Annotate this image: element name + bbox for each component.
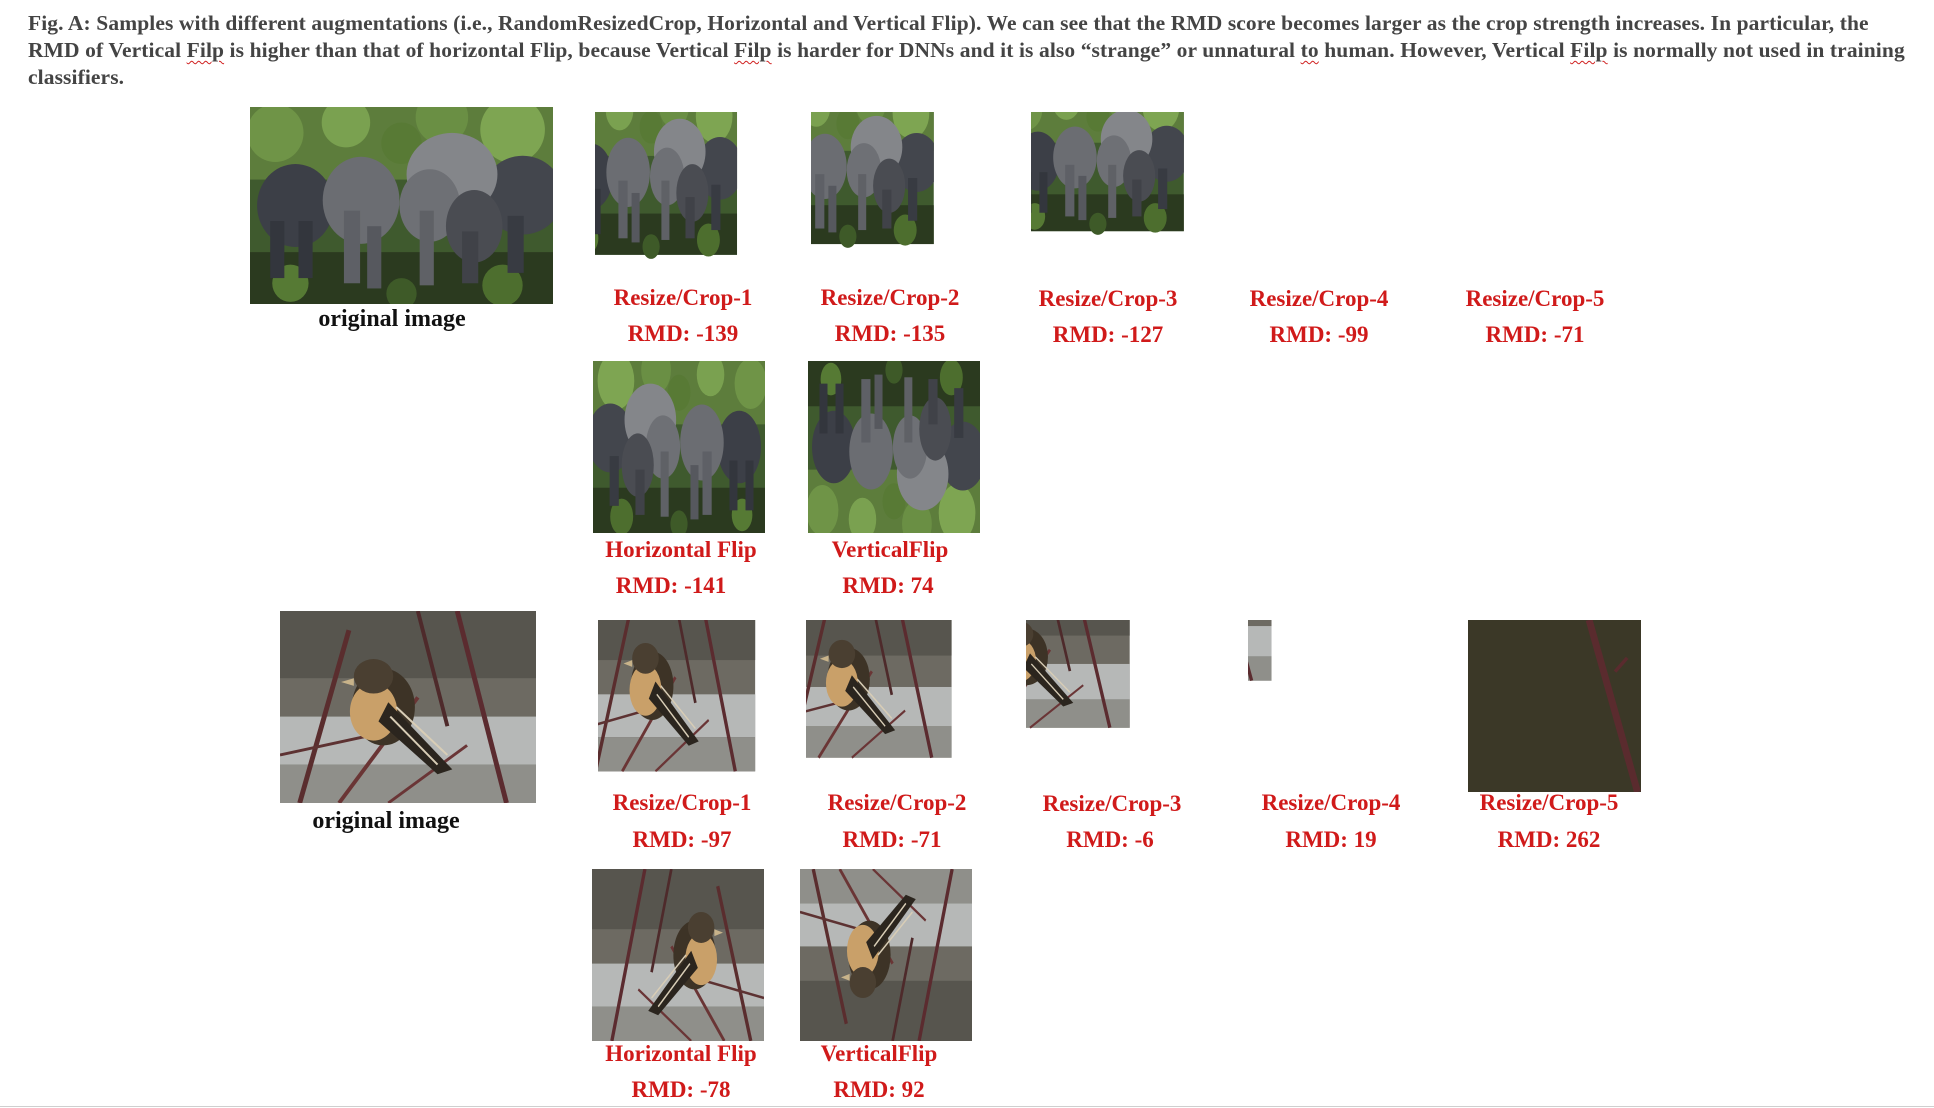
figure-caption: Fig. A: Samples with different augmentat… — [28, 10, 1918, 91]
elephant-crop-3-label: Resize/Crop-3 — [1038, 286, 1178, 311]
bird-crop-3-rmd: RMD: -6 — [1066, 827, 1154, 852]
elephant-original-image — [250, 107, 553, 304]
caption-text-2: is higher than that of horizontal Flip, … — [224, 38, 735, 62]
bird-crop-1-rmd: RMD: -97 — [632, 827, 732, 852]
bird-crop-4-rmd: RMD: 19 — [1285, 827, 1377, 852]
bird-original-image — [280, 611, 536, 803]
misspelled-word: Filp — [186, 38, 225, 62]
bird-crop-3-label: Resize/Crop-3 — [1042, 791, 1182, 816]
elephant-vflip-label: VerticalFlip — [831, 537, 949, 562]
caption-text-5: is normally not used in training classif… — [28, 38, 1905, 89]
misspelled-word: Filp — [734, 38, 772, 62]
elephant-crop-5-label: Resize/Crop-5 — [1465, 286, 1605, 311]
bird-crop-2-label: Resize/Crop-2 — [827, 790, 967, 815]
elephant-crop-4-label: Resize/Crop-4 — [1249, 286, 1389, 311]
page-bottom-border — [0, 1106, 1934, 1107]
bird-vflip-image — [800, 869, 972, 1041]
bird-hflip-image — [592, 869, 764, 1041]
caption-text-4: human. However, Vertical — [1318, 38, 1571, 62]
caption-text-3: is harder for DNNs and it is also “stran… — [771, 38, 1301, 62]
bird-crop-5-label: Resize/Crop-5 — [1479, 790, 1619, 815]
bird-crop-4-label: Resize/Crop-4 — [1261, 790, 1401, 815]
elephant-crop-3-image — [1031, 112, 1203, 284]
elephant-crop-4-rmd: RMD: -99 — [1269, 322, 1369, 347]
bird-hflip-rmd: RMD: -78 — [631, 1077, 731, 1102]
bird-original-label: original image — [312, 808, 460, 834]
bird-crop-2-image — [806, 620, 979, 792]
elephant-crop-5-rmd: RMD: -71 — [1485, 322, 1585, 347]
elephant-hflip-label: Horizontal Flip — [605, 537, 757, 562]
misspelled-word: to — [1300, 38, 1319, 62]
elephant-crop-3-rmd: RMD: -127 — [1052, 322, 1164, 347]
misspelled-word: Filp — [1570, 38, 1608, 62]
elephant-crop-1-label: Resize/Crop-1 — [613, 285, 753, 310]
bird-crop-3-image — [1026, 620, 1199, 792]
elephant-crop-1-image — [595, 112, 767, 284]
elephant-vflip-rmd: RMD: 74 — [842, 573, 934, 598]
elephant-vflip-image — [808, 361, 980, 533]
bird-hflip-label: Horizontal Flip — [605, 1041, 757, 1066]
bird-crop-5-image — [1468, 620, 1641, 792]
elephant-original-label: original image — [318, 306, 466, 332]
elephant-hflip-image — [593, 361, 765, 533]
elephant-crop-5-image — [1466, 112, 1638, 284]
bird-vflip-label: VerticalFlip — [820, 1041, 938, 1066]
elephant-crop-4-image — [1250, 112, 1422, 284]
bird-crop-1-image — [598, 620, 771, 792]
bird-crop-4-image — [1248, 620, 1421, 792]
elephant-hflip-rmd: RMD: -141 — [615, 573, 727, 598]
elephant-crop-1-rmd: RMD: -139 — [627, 321, 739, 346]
bird-crop-1-label: Resize/Crop-1 — [612, 790, 752, 815]
bird-crop-5-rmd: RMD: 262 — [1497, 827, 1601, 852]
bird-vflip-rmd: RMD: 92 — [833, 1077, 925, 1102]
caption-text-1: Fig. A: Samples with different augmentat… — [28, 11, 1869, 62]
elephant-crop-2-rmd: RMD: -135 — [834, 321, 946, 346]
bird-crop-2-rmd: RMD: -71 — [842, 827, 942, 852]
elephant-crop-2-label: Resize/Crop-2 — [820, 285, 960, 310]
elephant-crop-2-image — [811, 112, 983, 284]
